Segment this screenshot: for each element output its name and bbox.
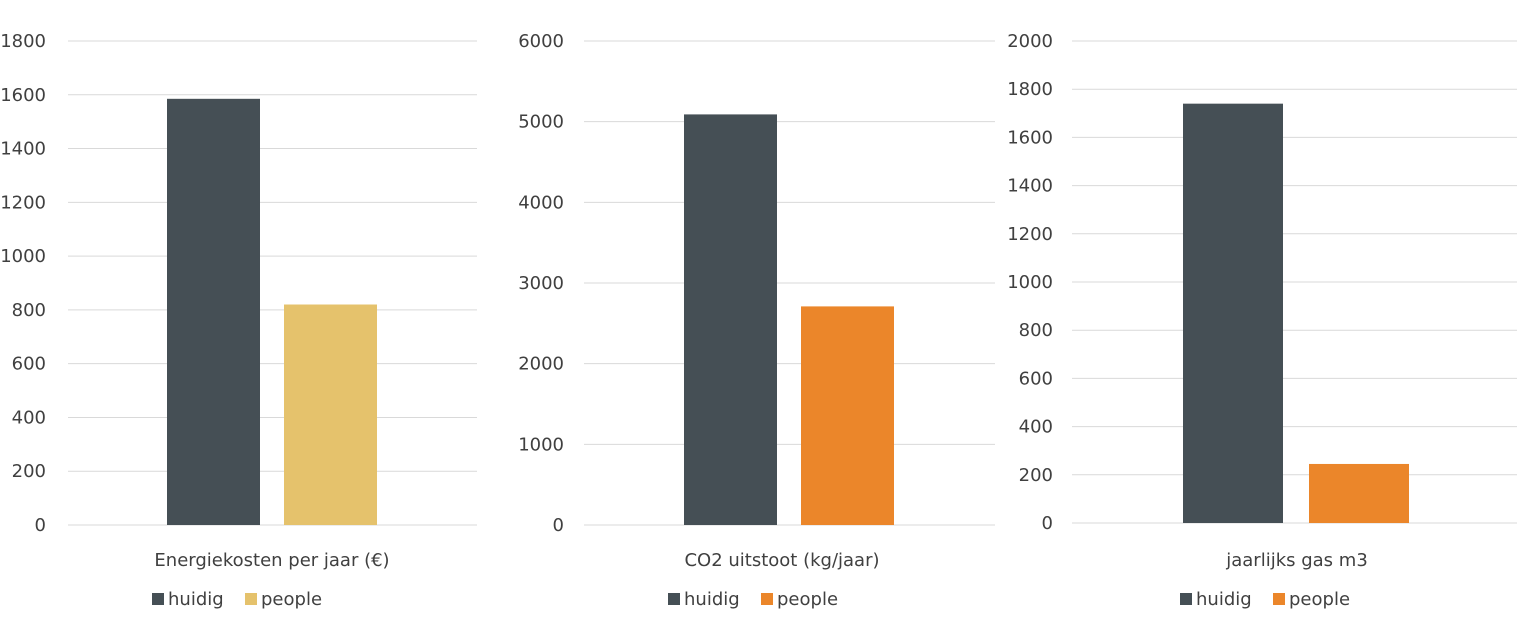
gas-y-tick-label: 1400 xyxy=(1007,176,1053,197)
gas-category-label: jaarlijks gas m3 xyxy=(1225,550,1368,571)
co2-bar-people xyxy=(801,306,894,525)
energy-cost-y-tick-label: 1200 xyxy=(0,192,46,213)
co2-category-label: CO2 uitstoot (kg/jaar) xyxy=(684,550,879,571)
gas-y-tick-label: 200 xyxy=(1019,465,1053,486)
energy-cost-y-tick-label: 0 xyxy=(35,515,46,536)
energy-cost-y-tick-label: 600 xyxy=(12,354,46,375)
gas-y-tick-label: 1200 xyxy=(1007,224,1053,245)
gas-legend-swatch-huidig xyxy=(1180,593,1192,605)
co2-bar-huidig xyxy=(684,114,777,525)
gas-bar-people xyxy=(1309,463,1409,523)
energy-cost-y-tick-label: 1400 xyxy=(0,139,46,160)
energy-cost-legend-label-huidig: huidig xyxy=(168,589,224,610)
energy-cost-y-tick-label: 400 xyxy=(12,407,46,428)
co2-legend-label-huidig: huidig xyxy=(684,589,740,610)
co2-y-tick-label: 2000 xyxy=(518,354,564,375)
gas-y-tick-label: 400 xyxy=(1019,417,1053,438)
co2-legend-label-people: people xyxy=(777,589,838,610)
co2-y-tick-label: 3000 xyxy=(518,273,564,294)
co2-y-tick-label: 1000 xyxy=(518,434,564,455)
co2-y-tick-label: 6000 xyxy=(518,31,564,52)
gas-y-tick-label: 1800 xyxy=(1007,79,1053,100)
energy-cost-bar-people xyxy=(284,304,377,525)
co2-y-tick-label: 4000 xyxy=(518,192,564,213)
gas-y-tick-label: 0 xyxy=(1042,513,1053,534)
energy-cost-category-label: Energiekosten per jaar (€) xyxy=(154,550,389,571)
co2-y-tick-label: 0 xyxy=(553,515,564,536)
energy-cost-bar-huidig xyxy=(167,98,260,526)
energy-cost-y-tick-label: 1000 xyxy=(0,246,46,267)
gas-y-tick-label: 1000 xyxy=(1007,272,1053,293)
gas-legend-label-huidig: huidig xyxy=(1196,589,1252,610)
gas-y-tick-label: 2000 xyxy=(1007,31,1053,52)
gas-legend-label-people: people xyxy=(1289,589,1350,610)
co2-legend-swatch-huidig xyxy=(668,593,680,605)
co2-legend-swatch-people xyxy=(761,593,773,605)
energy-cost-y-tick-label: 1600 xyxy=(0,85,46,106)
gas-y-tick-label: 800 xyxy=(1019,320,1053,341)
energy-cost-legend-swatch-people xyxy=(245,593,257,605)
gas-bar-huidig xyxy=(1183,103,1283,523)
gas-y-tick-label: 1600 xyxy=(1007,127,1053,148)
gas-legend-swatch-people xyxy=(1273,593,1285,605)
energy-cost-y-tick-label: 1800 xyxy=(0,31,46,52)
energy-cost-legend-swatch-huidig xyxy=(152,593,164,605)
energy-cost-y-tick-label: 800 xyxy=(12,300,46,321)
co2-y-tick-label: 5000 xyxy=(518,112,564,133)
energy-cost-y-tick-label: 200 xyxy=(12,461,46,482)
energy-cost-legend-label-people: people xyxy=(261,589,322,610)
gas-y-tick-label: 600 xyxy=(1019,368,1053,389)
